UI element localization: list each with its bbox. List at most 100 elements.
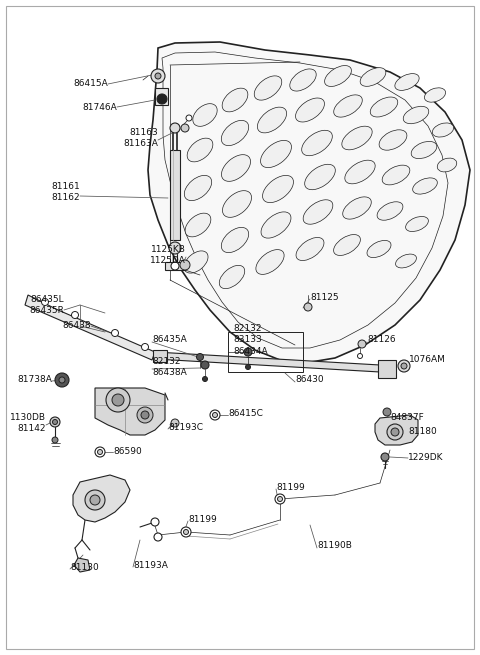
Circle shape [387, 424, 403, 440]
Text: 81193A: 81193A [133, 561, 168, 571]
Circle shape [277, 496, 283, 502]
Polygon shape [73, 475, 130, 522]
Circle shape [169, 242, 181, 254]
Bar [228, 332, 303, 372]
Ellipse shape [334, 234, 360, 255]
Circle shape [141, 411, 149, 419]
Ellipse shape [184, 176, 212, 200]
Ellipse shape [370, 97, 398, 117]
Polygon shape [95, 388, 165, 435]
Circle shape [196, 354, 204, 360]
Ellipse shape [305, 164, 336, 190]
Circle shape [137, 407, 153, 423]
Circle shape [112, 394, 124, 406]
Circle shape [381, 453, 389, 461]
Ellipse shape [413, 178, 437, 194]
Circle shape [154, 533, 162, 541]
Text: 1229DK: 1229DK [408, 453, 444, 462]
Circle shape [52, 419, 58, 424]
Ellipse shape [377, 202, 403, 220]
Text: 1076AM: 1076AM [409, 356, 446, 364]
Circle shape [210, 410, 220, 420]
Circle shape [181, 124, 189, 132]
Text: 86438: 86438 [62, 322, 91, 331]
Ellipse shape [221, 227, 249, 253]
Ellipse shape [261, 212, 291, 238]
Circle shape [391, 428, 399, 436]
Text: 81199: 81199 [276, 483, 305, 491]
Circle shape [151, 69, 165, 83]
Ellipse shape [184, 251, 208, 273]
Circle shape [358, 354, 362, 358]
Circle shape [52, 437, 58, 443]
Circle shape [180, 260, 190, 270]
Ellipse shape [296, 238, 324, 261]
Circle shape [170, 123, 180, 133]
Circle shape [401, 363, 407, 369]
Text: 1130DB
81142: 1130DB 81142 [10, 413, 46, 433]
Polygon shape [375, 415, 418, 445]
Circle shape [201, 361, 209, 369]
Circle shape [59, 377, 65, 383]
Text: 81190B: 81190B [317, 542, 352, 550]
Ellipse shape [222, 88, 248, 112]
Ellipse shape [256, 250, 284, 274]
Ellipse shape [406, 217, 428, 231]
Ellipse shape [424, 88, 445, 102]
Text: 86435L
86435R: 86435L 86435R [29, 295, 64, 315]
Ellipse shape [437, 158, 457, 172]
Text: 81738A: 81738A [17, 375, 52, 384]
Text: 81161
81162: 81161 81162 [51, 182, 80, 202]
Circle shape [72, 312, 79, 318]
Polygon shape [155, 352, 380, 372]
Polygon shape [153, 350, 167, 362]
Ellipse shape [263, 176, 293, 202]
Circle shape [186, 115, 192, 121]
Ellipse shape [187, 138, 213, 162]
Circle shape [275, 494, 285, 504]
Text: 81163
81163A: 81163 81163A [123, 128, 158, 148]
Circle shape [157, 94, 167, 104]
Circle shape [106, 388, 130, 412]
Text: 86435A: 86435A [152, 335, 187, 345]
Ellipse shape [261, 140, 291, 168]
Circle shape [50, 417, 60, 427]
Ellipse shape [432, 123, 454, 137]
Circle shape [151, 518, 159, 526]
Circle shape [55, 373, 69, 387]
Text: 84837F: 84837F [390, 413, 424, 422]
Text: 82132
83133
86434A: 82132 83133 86434A [233, 324, 268, 356]
Circle shape [171, 262, 179, 270]
Bar [378, 360, 396, 378]
Circle shape [142, 343, 148, 350]
Polygon shape [148, 42, 470, 363]
Text: 81746A: 81746A [82, 102, 117, 111]
Text: 82132
86438A: 82132 86438A [152, 357, 187, 377]
Circle shape [181, 527, 191, 537]
Text: 81199: 81199 [188, 514, 217, 523]
Circle shape [155, 73, 161, 79]
Circle shape [90, 495, 100, 505]
Polygon shape [25, 295, 155, 360]
Ellipse shape [342, 126, 372, 150]
Circle shape [203, 377, 207, 381]
Circle shape [183, 529, 189, 534]
Circle shape [213, 413, 217, 417]
Text: 86430: 86430 [295, 375, 324, 384]
Polygon shape [155, 88, 168, 105]
Ellipse shape [219, 265, 245, 289]
Text: 81126: 81126 [367, 335, 396, 345]
Circle shape [304, 303, 312, 311]
Ellipse shape [379, 130, 407, 150]
Ellipse shape [367, 240, 391, 257]
Circle shape [171, 419, 179, 427]
Text: 86415C: 86415C [228, 409, 263, 417]
Polygon shape [74, 558, 90, 572]
Ellipse shape [301, 130, 332, 156]
Ellipse shape [290, 69, 316, 91]
Ellipse shape [193, 103, 217, 126]
Ellipse shape [221, 155, 251, 181]
Ellipse shape [396, 254, 417, 268]
Ellipse shape [345, 160, 375, 184]
Ellipse shape [296, 98, 324, 122]
